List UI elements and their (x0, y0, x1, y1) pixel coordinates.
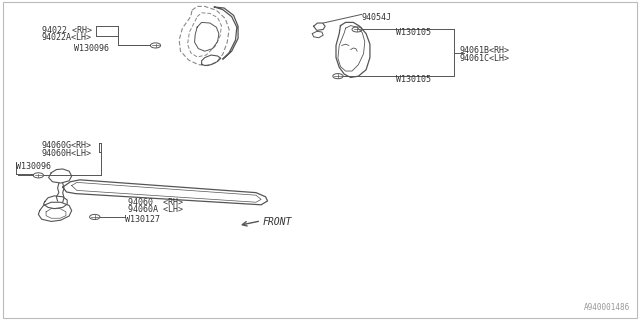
Text: 94054J: 94054J (362, 13, 392, 22)
Text: A940001486: A940001486 (584, 303, 630, 312)
Text: 94061B<RH>: 94061B<RH> (460, 46, 509, 55)
Text: W130096: W130096 (74, 44, 109, 53)
Text: 94060A <LH>: 94060A <LH> (128, 205, 183, 214)
Text: 94060H<LH>: 94060H<LH> (42, 149, 92, 158)
Text: 94022A<LH>: 94022A<LH> (42, 33, 92, 42)
Text: 94060G<RH>: 94060G<RH> (42, 141, 92, 150)
Text: FRONT: FRONT (262, 217, 292, 227)
Text: W130127: W130127 (125, 215, 160, 224)
Text: W130105: W130105 (396, 75, 431, 84)
Text: W130105: W130105 (396, 28, 431, 37)
Text: 94061C<LH>: 94061C<LH> (460, 54, 509, 63)
Text: W130096: W130096 (16, 162, 51, 171)
Text: 94022 <RH>: 94022 <RH> (42, 26, 92, 35)
Text: 94060  <RH>: 94060 <RH> (128, 198, 183, 207)
